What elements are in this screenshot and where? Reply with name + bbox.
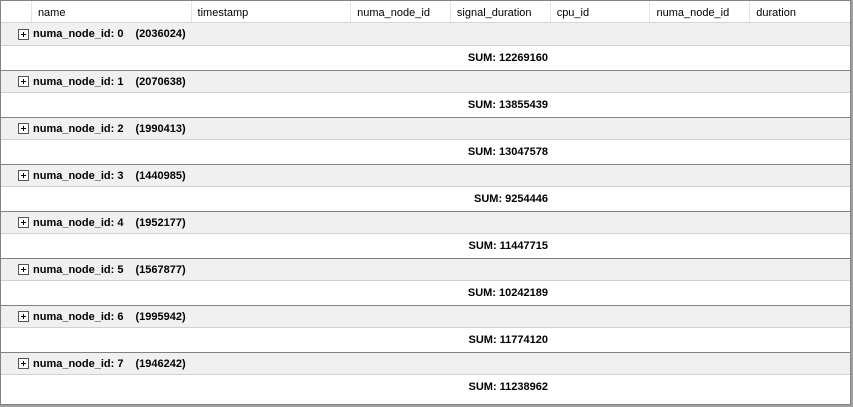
- expand-plus-icon[interactable]: [18, 76, 29, 87]
- group-summary-row: SUM: 11447715: [1, 234, 850, 258]
- group-label: numa_node_id: 3: [33, 169, 124, 182]
- group-summary-row: SUM: 11238962: [1, 375, 850, 399]
- sum-value: SUM: 12269160: [467, 52, 548, 64]
- group-count: (1952177): [135, 216, 186, 229]
- expand-plus-icon[interactable]: [18, 311, 29, 322]
- group-summary-row: SUM: 10242189: [1, 281, 850, 305]
- sum-value: SUM: 10242189: [467, 287, 548, 299]
- group-summary-row: SUM: 12269160: [1, 46, 850, 70]
- group-count: (1990413): [135, 122, 186, 135]
- column-header-signal-duration[interactable]: signal_duration: [451, 1, 551, 22]
- group-label: numa_node_id: 4: [33, 216, 124, 229]
- group-row[interactable]: numa_node_id: 3 (1440985): [1, 164, 850, 187]
- expand-plus-icon[interactable]: [18, 358, 29, 369]
- group-count: (1567877): [135, 263, 186, 276]
- group-label: numa_node_id: 5: [33, 263, 124, 276]
- group-count: (1946242): [135, 357, 186, 370]
- group-summary-row: SUM: 13047578: [1, 140, 850, 164]
- expand-plus-icon[interactable]: [18, 123, 29, 134]
- row-header-corner: [1, 1, 32, 22]
- group-count: (1995942): [135, 310, 186, 323]
- sum-value: SUM: 13855439: [467, 99, 548, 111]
- sum-value: SUM: 11238962: [468, 381, 549, 393]
- group-count: (2036024): [135, 28, 186, 40]
- group-label: numa_node_id: 0: [33, 28, 124, 40]
- group-row[interactable]: numa_node_id: 7 (1946242): [1, 352, 850, 375]
- column-header-timestamp[interactable]: timestamp: [192, 1, 352, 22]
- group-row[interactable]: numa_node_id: 5 (1567877): [1, 258, 850, 281]
- column-header-row: name timestamp numa_node_id signal_durat…: [1, 1, 850, 23]
- group-row[interactable]: numa_node_id: 6 (1995942): [1, 305, 850, 328]
- group-row[interactable]: numa_node_id: 4 (1952177): [1, 211, 850, 234]
- group-summary-row: SUM: 9254446: [1, 187, 850, 211]
- group-row[interactable]: numa_node_id: 2 (1990413): [1, 117, 850, 140]
- expand-plus-icon[interactable]: [18, 170, 29, 181]
- column-header-name[interactable]: name: [32, 1, 192, 22]
- group-label: numa_node_id: 6: [33, 310, 124, 323]
- column-header-numa-node-id-2[interactable]: numa_node_id: [650, 1, 751, 22]
- group-summary-row: SUM: 11774120: [1, 328, 850, 352]
- group-row[interactable]: numa_node_id: 0 (2036024): [1, 23, 850, 46]
- expand-plus-icon[interactable]: [18, 264, 29, 275]
- group-label: numa_node_id: 7: [33, 357, 124, 370]
- group-label: numa_node_id: 2: [33, 122, 124, 135]
- sum-value: SUM: 9254446: [474, 193, 548, 205]
- group-row[interactable]: numa_node_id: 1 (2070638): [1, 70, 850, 93]
- column-header-duration[interactable]: duration: [756, 7, 796, 19]
- sum-value: SUM: 11447715: [468, 240, 549, 252]
- group-count: (1440985): [135, 169, 186, 182]
- group-summary-row: SUM: 13855439: [1, 93, 850, 117]
- group-label: numa_node_id: 1: [33, 75, 124, 88]
- expand-plus-icon[interactable]: [18, 217, 29, 228]
- sum-value: SUM: 11774120: [468, 334, 549, 346]
- expand-plus-icon[interactable]: [18, 28, 29, 40]
- column-header-cpu-id[interactable]: cpu_id: [551, 1, 651, 22]
- sum-value: SUM: 13047578: [467, 146, 548, 158]
- column-header-numa-node-id[interactable]: numa_node_id: [351, 1, 451, 22]
- group-count: (2070638): [135, 75, 186, 88]
